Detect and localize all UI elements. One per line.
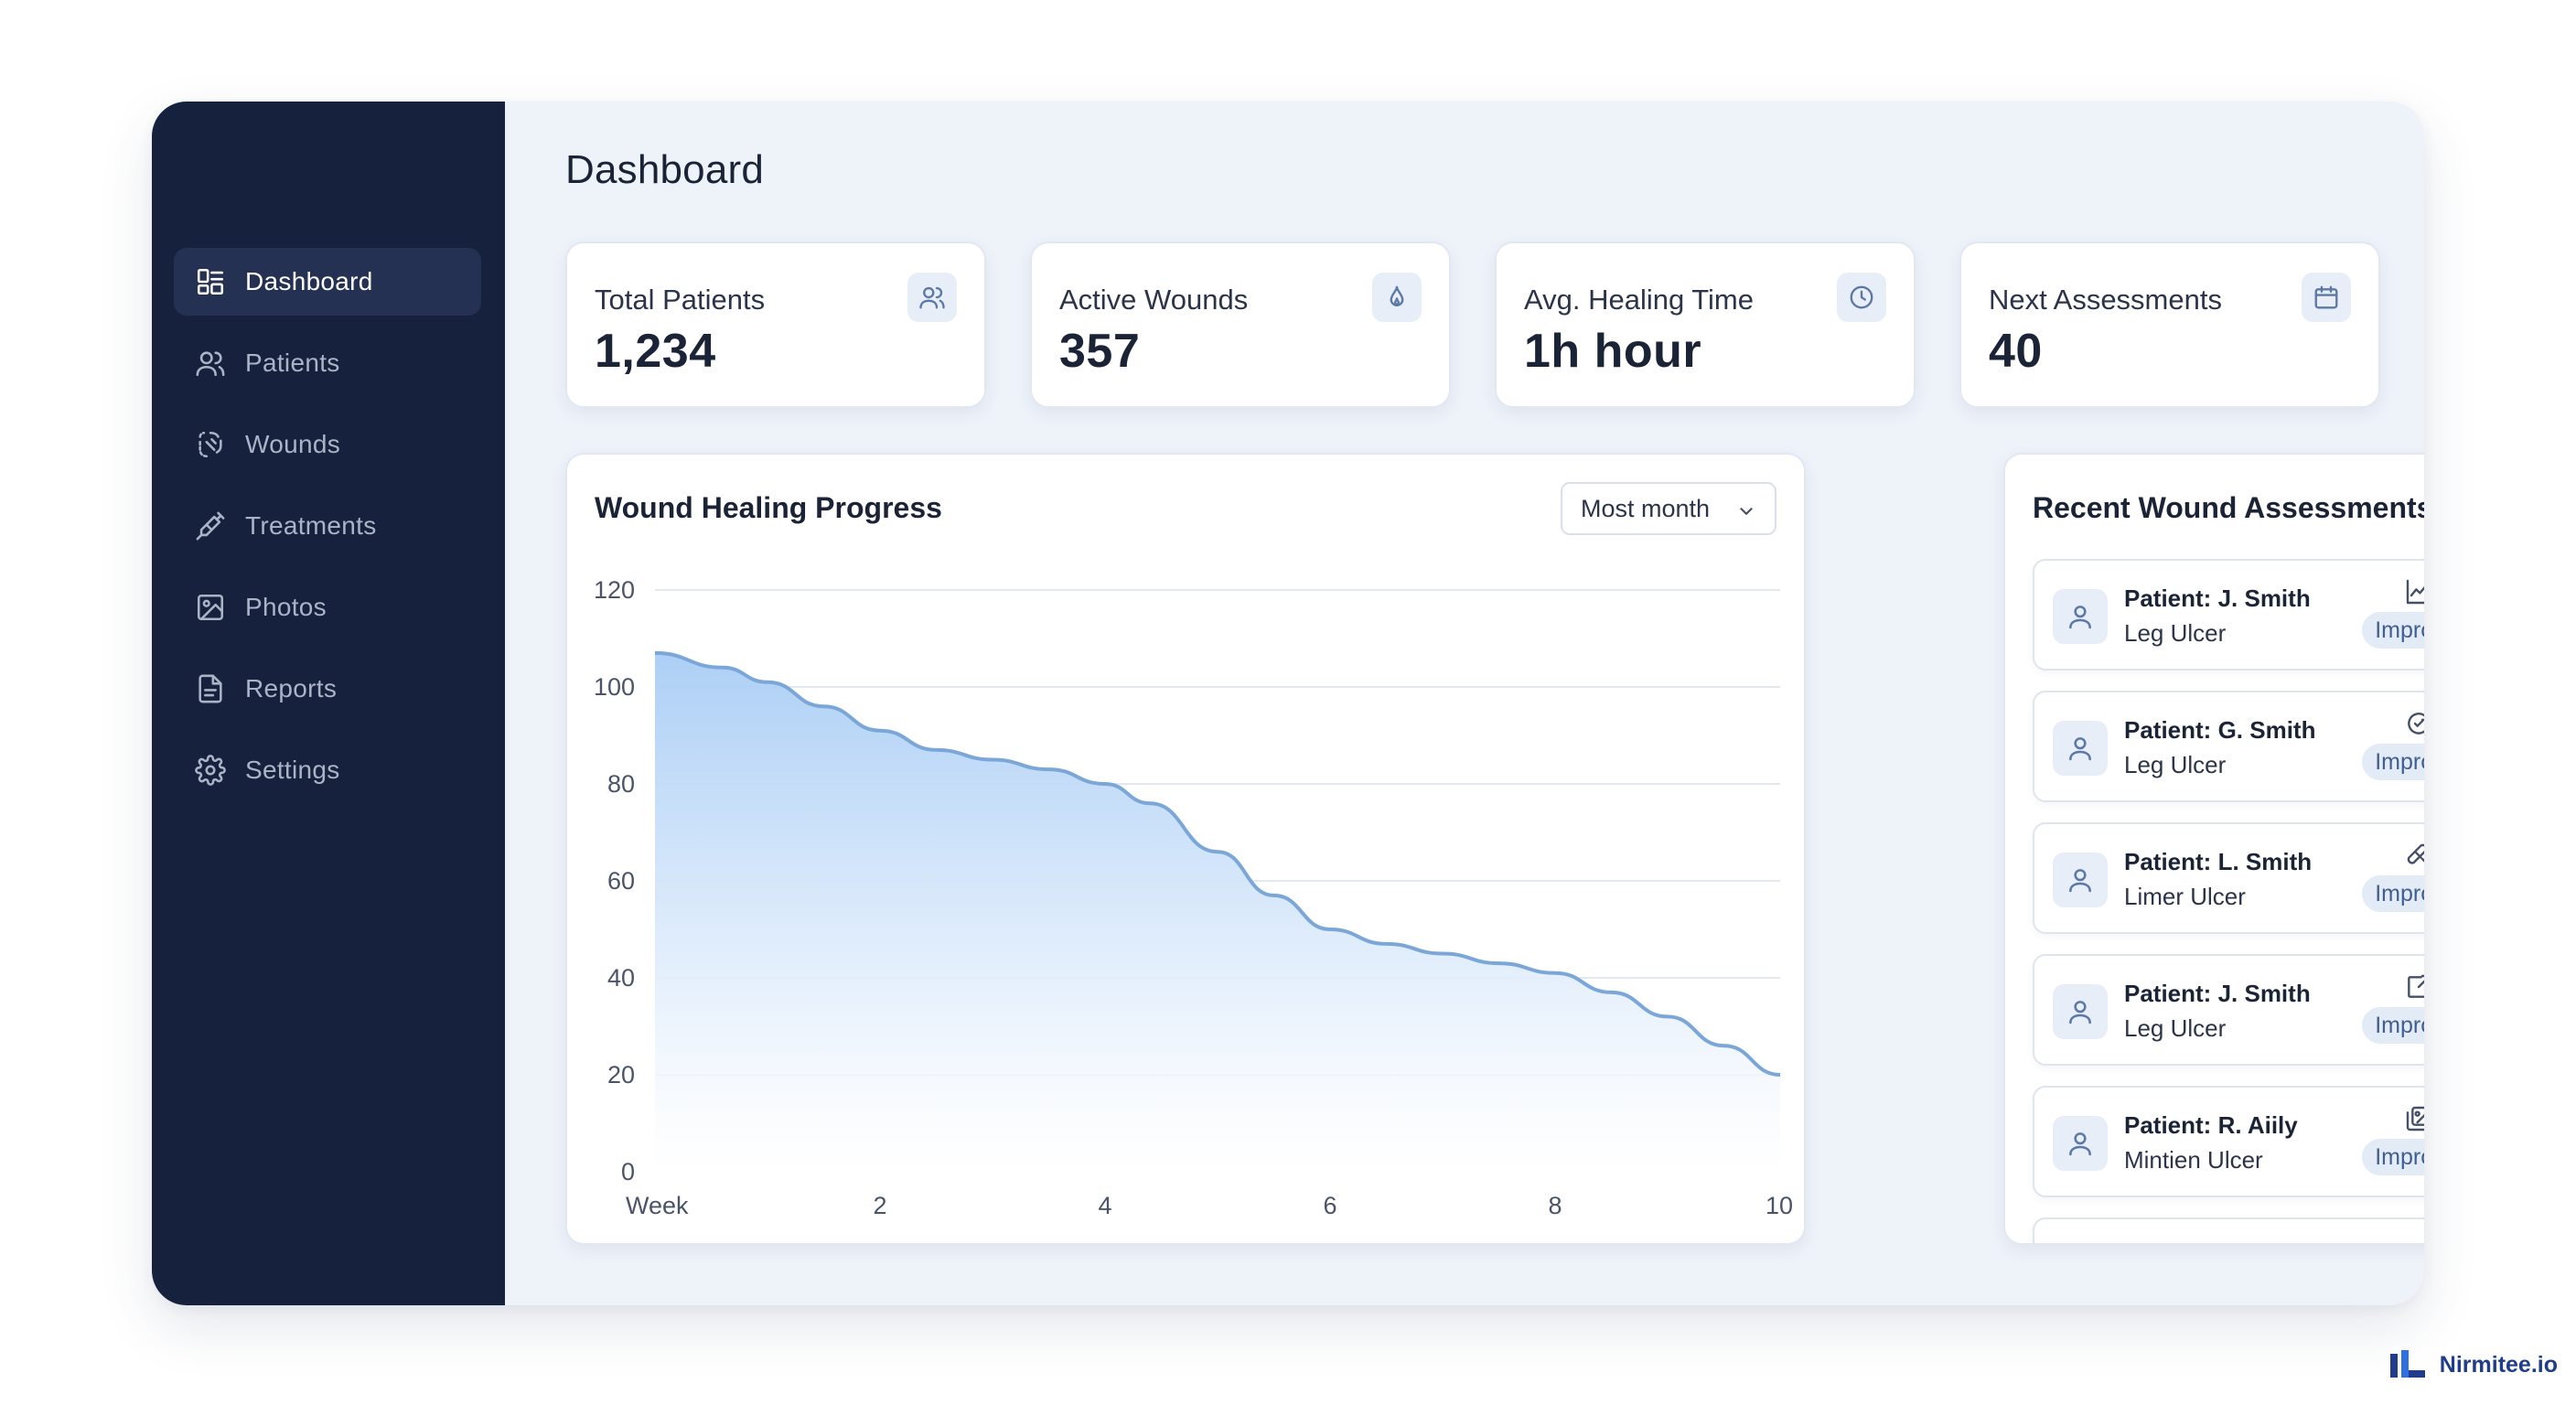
- syringe-icon: [194, 509, 227, 542]
- stat-label: Active Wounds: [1059, 284, 1249, 316]
- sidebar-item-photos[interactable]: Photos: [174, 574, 481, 641]
- area-fill: [655, 652, 1780, 1172]
- page-title: Dashboard: [565, 147, 765, 192]
- user-icon: [2053, 984, 2108, 1039]
- chevron-down-icon: [1736, 499, 1756, 520]
- stat-card-next-assessments: Next Assessments 40: [1959, 241, 2380, 408]
- wound-type: Limer Ulcer: [2124, 883, 2246, 910]
- users-icon: [194, 347, 227, 380]
- user-icon: [2053, 721, 2108, 776]
- calendar-icon: [2302, 273, 2351, 322]
- users-icon: [907, 273, 957, 322]
- gallery-icon: [2404, 1104, 2424, 1133]
- sidebar-item-label: Treatments: [245, 511, 377, 540]
- x-tick-label: Week: [626, 1192, 689, 1219]
- clock-icon: [1837, 273, 1886, 322]
- wound-type: Leg Ulcer: [2124, 1014, 2227, 1042]
- status-badge: Improving: [2362, 612, 2424, 649]
- recent-assessments-title: Recent Wound Assessments: [2033, 491, 2424, 524]
- file-icon: [194, 672, 227, 705]
- bandage-icon: [194, 428, 227, 461]
- sidebar-item-dashboard[interactable]: Dashboard: [174, 248, 481, 316]
- brand-logo: Nirmitee.io: [2389, 1350, 2558, 1379]
- stat-value: 40: [1989, 325, 2043, 378]
- y-tick-label: 120: [594, 576, 635, 604]
- sidebar-item-label: Wounds: [245, 430, 341, 458]
- y-tick-label: 80: [607, 770, 635, 798]
- stat-card-avg-healing-time: Avg. Healing Time 1h hour: [1495, 241, 1916, 408]
- y-tick-label: 0: [621, 1158, 635, 1185]
- assessment-item[interactable]: Patient: R. Aiily Mintien Ulcer Improvin…: [2033, 1086, 2424, 1197]
- sidebar-item-label: Reports: [245, 674, 338, 702]
- patient-name: Patient: L. Smith: [2124, 848, 2313, 875]
- wound-type: Leg Ulcer: [2124, 751, 2227, 778]
- refresh-check-icon: [2404, 709, 2424, 738]
- period-dropdown[interactable]: Most month: [1561, 482, 1776, 535]
- period-dropdown-value: Most month: [1581, 494, 1711, 522]
- assessment-item[interactable]: Patient: J. Smith Leg Ulcer Improving: [2033, 559, 2424, 670]
- brand-logo-icon: [2389, 1350, 2425, 1378]
- series-line: [654, 650, 1781, 1077]
- share-icon: [2404, 972, 2424, 1002]
- sidebar-item-patients[interactable]: Patients: [174, 329, 481, 397]
- drop-icon: [1372, 273, 1422, 322]
- y-tick-label: 40: [607, 964, 635, 992]
- assessment-item[interactable]: Patient: L. Smith Limer Ulcer Improving: [2033, 822, 2424, 934]
- y-tick-label: 100: [594, 673, 635, 701]
- sidebar: Dashboard Patients Wounds Treatments Pho…: [152, 102, 505, 1305]
- gear-icon: [194, 754, 227, 787]
- stat-value: 1h hour: [1524, 325, 1702, 378]
- user-icon: [2053, 853, 2108, 907]
- chart-title: Wound Healing Progress: [595, 491, 942, 524]
- assessment-item[interactable]: Patient: J. Smith Leg Ulcer Improving: [2033, 954, 2424, 1066]
- sidebar-item-settings[interactable]: Settings: [174, 736, 481, 804]
- patient-name: Patient: J. Smith: [2124, 585, 2311, 612]
- wound-type: Leg Ulcer: [2124, 619, 2227, 647]
- user-icon: [2053, 1116, 2108, 1171]
- stat-value: 1,234: [595, 325, 716, 378]
- x-tick-label: 4: [1098, 1192, 1111, 1219]
- app-window: Dashboard Patients Wounds Treatments Pho…: [152, 102, 2424, 1305]
- stat-card-total-patients: Total Patients 1,234: [565, 241, 986, 408]
- patient-name: Patient: R. Aiily: [2124, 1111, 2298, 1139]
- main-content: Dashboard Total Patients 1,234 Active Wo…: [505, 102, 2424, 1305]
- x-tick-label: 2: [873, 1192, 886, 1219]
- assessment-item[interactable]: Patient: G. Smith Leg Ulcer Improving: [2033, 691, 2424, 802]
- stat-label: Next Assessments: [1989, 284, 2222, 316]
- x-tick-label: 8: [1548, 1192, 1562, 1219]
- y-tick-label: 60: [607, 867, 635, 895]
- status-badge: Improving: [2362, 1139, 2424, 1175]
- wound-healing-chart: 0 20 40 60 80 100 120 Week 2 4 6 8 10: [594, 576, 1793, 1219]
- wound-type: Mintien Ulcer: [2124, 1146, 2263, 1174]
- patient-name: Patient: J. Smith: [2124, 980, 2311, 1007]
- stat-label: Total Patients: [595, 284, 766, 316]
- status-badge: Improving: [2362, 875, 2424, 912]
- status-badge: Improving: [2362, 744, 2424, 780]
- sidebar-item-label: Patients: [245, 349, 340, 377]
- brand-name: Nirmitee.io: [2439, 1351, 2558, 1378]
- trend-chart-icon: [2404, 577, 2424, 606]
- sidebar-item-wounds[interactable]: Wounds: [174, 411, 481, 478]
- y-tick-label: 20: [607, 1061, 635, 1089]
- user-icon: [2053, 589, 2108, 644]
- stat-value: 357: [1059, 325, 1141, 378]
- stat-card-active-wounds: Active Wounds 357: [1030, 241, 1451, 408]
- sidebar-item-treatments[interactable]: Treatments: [174, 492, 481, 560]
- sidebar-item-label: Photos: [245, 593, 327, 621]
- recent-assessments-card: Recent Wound Assessments Patient: J. Smi…: [2003, 453, 2424, 1245]
- sidebar-item-reports[interactable]: Reports: [174, 655, 481, 723]
- dashboard-icon: [194, 265, 227, 298]
- wound-healing-chart-card: 0 20 40 60 80 100 120 Week 2 4 6 8 10 Wound Healing …: [565, 453, 1806, 1245]
- sidebar-item-label: Settings: [245, 756, 340, 784]
- x-tick-label: 6: [1323, 1192, 1336, 1219]
- image-icon: [194, 591, 227, 624]
- bandage-icon: [2404, 841, 2424, 870]
- x-tick-label: 10: [1766, 1192, 1793, 1219]
- status-badge: Improving: [2362, 1007, 2424, 1044]
- stat-label: Avg. Healing Time: [1524, 284, 1754, 316]
- sidebar-item-label: Dashboard: [245, 267, 373, 295]
- assessment-item-partial[interactable]: [2033, 1217, 2424, 1243]
- patient-name: Patient: G. Smith: [2124, 716, 2316, 744]
